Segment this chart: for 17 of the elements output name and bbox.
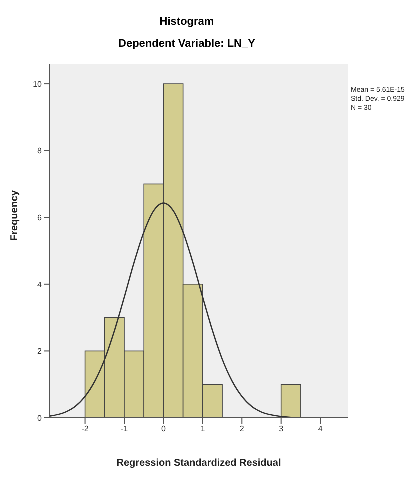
x-tick-label: 4 — [318, 424, 324, 434]
y-tick-label: 2 — [38, 347, 43, 356]
y-tick-label: 8 — [38, 146, 43, 156]
y-tick-label: 0 — [38, 414, 43, 423]
x-tick-label: 2 — [240, 424, 245, 434]
y-tick-label: 10 — [33, 80, 43, 89]
x-axis-title: Regression Standardized Residual — [116, 458, 282, 469]
chart-subtitle: Dependent Variable: LN_Y — [118, 37, 256, 52]
x-tick-label: -2 — [82, 424, 90, 434]
y-tick-label: 4 — [38, 280, 43, 290]
chart-title: Histogram — [158, 15, 216, 28]
x-tick-label: 1 — [200, 424, 206, 434]
x-tick-label: 0 — [161, 424, 166, 434]
y-tick-label: 6 — [38, 213, 43, 222]
y-axis-title: Frequency — [10, 190, 21, 241]
x-tick-label: 3 — [279, 424, 284, 434]
x-tick-label: -1 — [120, 424, 129, 434]
